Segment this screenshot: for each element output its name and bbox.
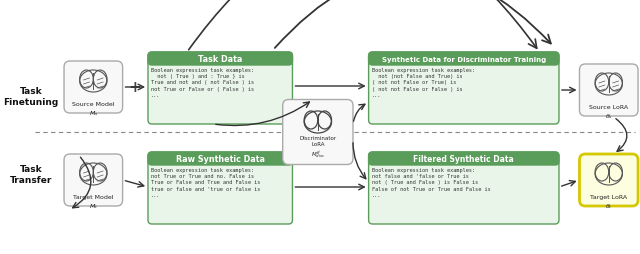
Text: Boolean expression task examples:
  not (not False and True) is
( not not False : Boolean expression task examples: not (n… (372, 68, 475, 98)
Text: Boolean expression task examples:
not false and 'false or True is
not ( True and: Boolean expression task examples: not fa… (372, 167, 490, 197)
FancyBboxPatch shape (148, 152, 292, 165)
FancyBboxPatch shape (369, 152, 559, 224)
Text: Boolean expression task examples:
not True or True and no. False is
True or Fals: Boolean expression task examples: not Tr… (151, 167, 260, 197)
Text: Target Model
$M_t$: Target Model $M_t$ (73, 194, 113, 210)
Text: +: + (128, 80, 141, 95)
Text: Target LoRA
$\theta_t$: Target LoRA $\theta_t$ (590, 194, 627, 210)
FancyBboxPatch shape (283, 100, 353, 165)
FancyBboxPatch shape (64, 154, 123, 206)
FancyBboxPatch shape (369, 53, 559, 124)
Text: Filtered Synthetic Data: Filtered Synthetic Data (413, 154, 514, 163)
Text: Task
Finetuning: Task Finetuning (3, 87, 58, 106)
FancyBboxPatch shape (369, 152, 559, 165)
FancyBboxPatch shape (579, 65, 638, 117)
Text: Source LoRA
$\theta_s$: Source LoRA $\theta_s$ (589, 105, 628, 120)
Text: Discriminator
LoRA
$M_{disc}^{\theta'}$: Discriminator LoRA $M_{disc}^{\theta'}$ (300, 135, 337, 159)
FancyArrowPatch shape (189, 0, 537, 51)
FancyBboxPatch shape (148, 53, 292, 66)
Text: Task
Transfer: Task Transfer (10, 165, 52, 184)
FancyArrowPatch shape (275, 0, 551, 49)
FancyBboxPatch shape (148, 152, 292, 224)
Text: Task Data: Task Data (198, 55, 243, 64)
FancyBboxPatch shape (579, 154, 638, 206)
Text: Boolean expression task examples:
  not ( True ) and : True } is
True and not an: Boolean expression task examples: not ( … (151, 68, 254, 98)
FancyBboxPatch shape (148, 53, 292, 124)
FancyBboxPatch shape (369, 53, 559, 66)
Text: Source Model
$M_s$: Source Model $M_s$ (72, 102, 115, 117)
FancyBboxPatch shape (64, 62, 123, 114)
Text: Synthetic Data for Discriminator Training: Synthetic Data for Discriminator Trainin… (381, 56, 546, 62)
Text: Raw Synthetic Data: Raw Synthetic Data (176, 154, 265, 163)
